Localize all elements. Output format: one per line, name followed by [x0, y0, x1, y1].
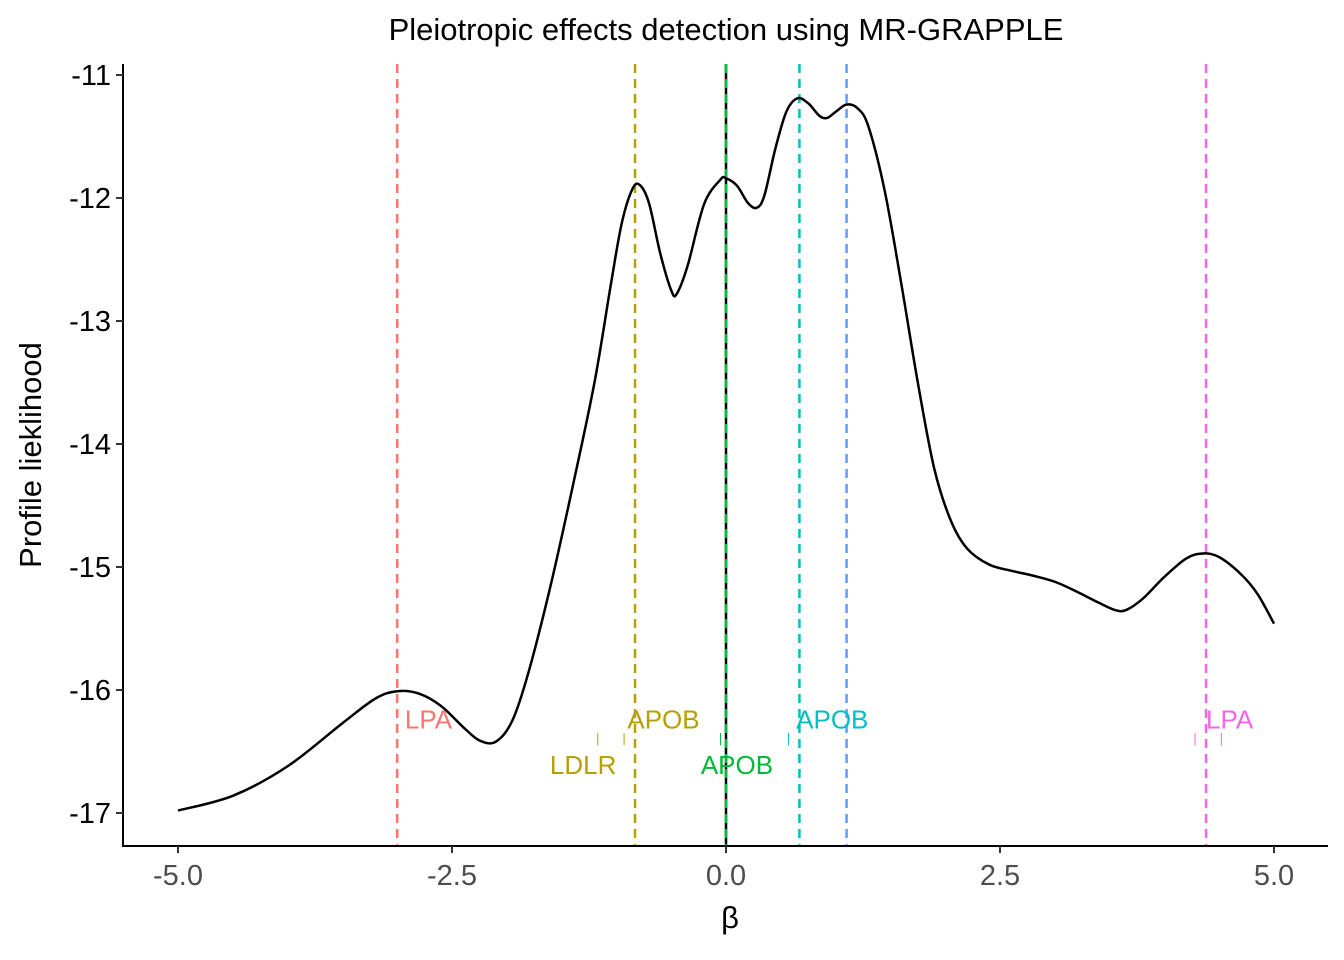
y-tick-label: -16: [69, 675, 111, 707]
y-tick-label: -17: [69, 798, 111, 830]
gene-label-lpa-5: LPA: [1206, 704, 1254, 734]
y-tick-label: -14: [69, 429, 111, 461]
y-tick-label: -15: [69, 552, 111, 584]
gene-label-apob-1: APOB: [627, 704, 699, 734]
chart-title: Pleiotropic effects detection using MR-G…: [389, 12, 1064, 47]
y-axis-title: Profile lieklihood: [13, 342, 48, 568]
likelihood-curve: [177, 96, 1276, 812]
x-tick-label: 0.0: [706, 860, 746, 892]
vlines: [395, 64, 1208, 846]
x-tick-label: -2.5: [427, 860, 477, 892]
x-tick-label: -5.0: [153, 860, 203, 892]
x-tick-label: 2.5: [980, 860, 1020, 892]
gene-label-apob-3: APOB: [701, 750, 773, 780]
x-tick-label: 5.0: [1254, 860, 1294, 892]
y-tick-label: -11: [71, 60, 111, 92]
x-axis-title: β: [721, 900, 739, 935]
y-tick-label: -13: [69, 306, 111, 338]
axes: -11 -12 -13 -14 -15 -16 -17 -5.0 -2.5 0.0 2.5 5.0: [69, 60, 1328, 892]
curve-layer: [177, 96, 1276, 812]
y-tick-label: -12: [69, 183, 111, 215]
gene-label-ldlr-2: LDLR: [550, 750, 616, 780]
gene-label-lpa-0: LPA: [405, 704, 453, 734]
gene-label-apob-4: APOB: [796, 704, 868, 734]
